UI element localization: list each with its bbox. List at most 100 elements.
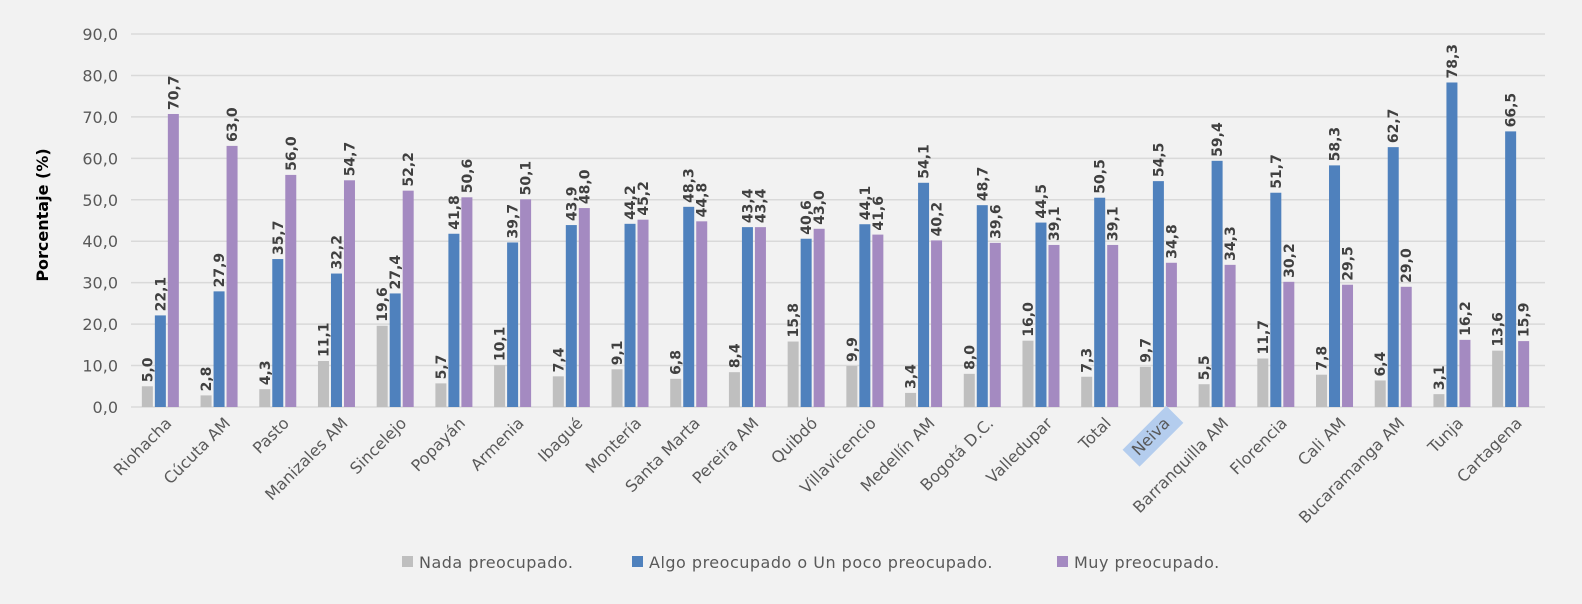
bar [259,389,271,407]
data-labels: 5,0 22,1 70,7 2,8 27,9 63,0 4,3 35,7 56,0 11,1 32,… [140,44,1532,391]
bar [905,392,917,407]
bar [963,373,975,407]
data-label: 5,0 [140,357,156,382]
bar [741,227,753,407]
data-label: 48,0 [577,169,593,204]
bar [376,325,388,407]
data-label: 44,1 [858,186,874,221]
bar [931,240,943,407]
y-tick-label: 10,0 [82,357,118,376]
bars [141,82,1530,408]
category-highlight [1122,405,1184,467]
data-label: 11,1 [316,322,332,357]
data-label: 4,3 [258,360,274,385]
x-tick-label: Popayán [407,414,469,476]
data-label: 39,1 [1106,206,1122,241]
bar [754,227,766,407]
data-label: 6,8 [669,350,685,375]
bar [1342,284,1354,407]
bar [1035,222,1047,407]
bar [1022,340,1034,407]
bar [272,259,284,407]
data-label: 5,7 [434,355,450,380]
bar [683,206,695,407]
bar [1459,339,1471,407]
x-tick-label: Bucaramanga AM [1295,414,1408,527]
data-label: 13,6 [1491,312,1507,347]
legend-label: Muy preocupado. [1074,553,1220,572]
bar [461,197,473,407]
data-label: 10,1 [493,327,509,362]
bar [1316,374,1328,407]
data-label: 9,9 [845,337,861,362]
y-tick-label: 20,0 [82,315,118,334]
bar [1374,380,1386,407]
bar [226,145,238,407]
y-tick-label: 70,0 [82,108,118,127]
data-label: 7,8 [1315,346,1331,371]
data-label: 19,6 [375,287,391,322]
bar [1446,82,1458,408]
data-label: 11,7 [1256,320,1272,355]
legend-label: Algo preocupado o Un poco preocupado. [649,553,993,572]
data-label: 58,3 [1328,127,1344,162]
bar [624,223,636,407]
data-label: 15,8 [786,303,802,338]
data-label: 2,8 [199,367,215,392]
data-label: 34,3 [1223,226,1239,261]
bar [435,383,447,407]
data-label: 43,4 [740,188,756,223]
data-label: 3,4 [904,364,920,389]
bar [1165,262,1177,407]
y-tick-label: 50,0 [82,191,118,210]
x-tick-label: Armenia [467,414,528,475]
bar [976,205,988,407]
data-label: 41,8 [447,195,463,230]
y-tick-label: 60,0 [82,149,118,168]
bar [389,293,401,407]
bar [1107,244,1119,407]
data-label: 16,0 [1021,302,1037,337]
bar [317,360,329,407]
bar [611,369,623,407]
x-tick-label: Ibagué [534,414,586,466]
data-label: 22,1 [153,277,169,312]
data-label: 44,5 [1034,184,1050,219]
bar [1139,366,1151,407]
data-label: 40,2 [930,202,946,237]
bar [1283,281,1295,407]
bar [1400,286,1412,407]
data-label: 56,0 [284,136,300,171]
bar [787,341,799,407]
bar [1433,394,1445,407]
data-label: 63,0 [225,107,241,142]
bar [813,228,825,407]
data-label: 7,4 [551,347,567,372]
legend: Nada preocupado. Algo preocupado o Un poc… [402,553,1220,572]
bar [918,182,930,407]
bar [1492,350,1504,407]
data-label: 29,0 [1399,248,1415,283]
data-label: 27,9 [212,253,228,288]
bar [578,208,590,407]
data-label: 5,5 [1197,355,1213,380]
bar [402,190,414,407]
gridlines [131,33,1545,408]
data-label: 50,5 [1093,159,1109,194]
data-label: 51,7 [1269,154,1285,189]
x-tick-label: Sincelejo [346,414,410,478]
bar [1081,376,1093,407]
data-label: 35,7 [271,220,287,255]
data-label: 70,7 [166,75,182,110]
data-label: 9,1 [610,340,626,365]
x-tick-label: Total [1074,414,1115,455]
bar [1387,147,1399,408]
x-tick-label: Quibdó [767,414,821,468]
bar [154,315,166,407]
bar [696,221,708,407]
bar [1224,264,1236,407]
data-label: 40,6 [799,200,815,235]
bar [167,113,179,407]
data-label: 30,2 [1282,243,1298,278]
